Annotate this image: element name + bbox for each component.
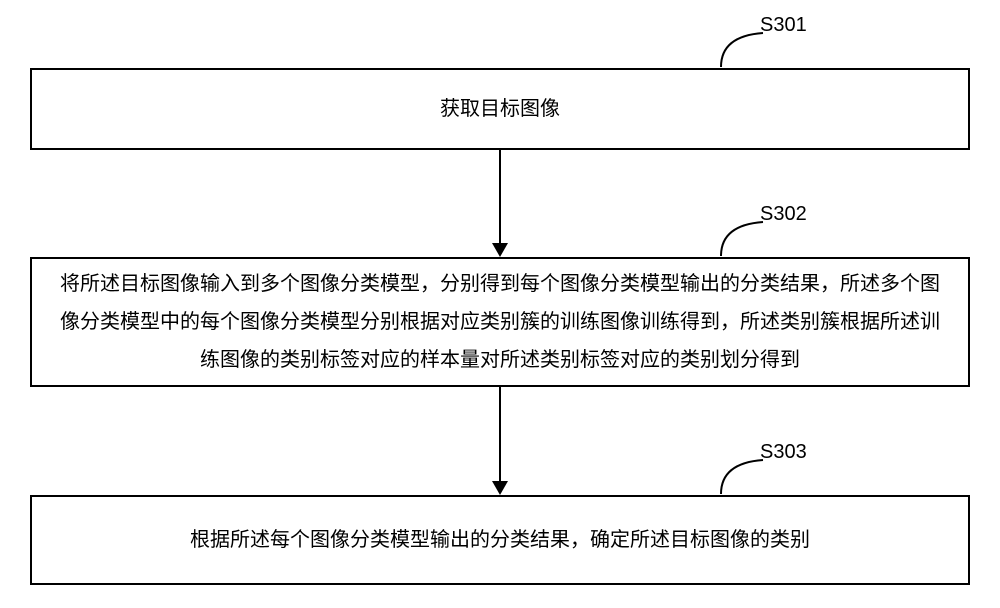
arrow-head-1 (492, 481, 508, 495)
arrow-line-1 (499, 387, 501, 481)
step-label-S303: S303 (760, 441, 807, 464)
step-box-S302: 将所述目标图像输入到多个图像分类模型，分别得到每个图像分类模型输出的分类结果，所… (30, 257, 970, 387)
step-label-S302: S302 (760, 203, 807, 226)
step-box-S301: 获取目标图像 (30, 68, 970, 150)
arrow-line-0 (499, 150, 501, 243)
step-text-S301: 获取目标图像 (440, 90, 560, 128)
arrow-head-0 (492, 243, 508, 257)
callout-curve-S303 (720, 459, 764, 495)
callout-curve-S302 (720, 221, 764, 257)
callout-curve-S301 (720, 32, 764, 68)
step-text-S303: 根据所述每个图像分类模型输出的分类结果，确定所述目标图像的类别 (190, 521, 810, 559)
step-label-S301: S301 (760, 14, 807, 37)
step-box-S303: 根据所述每个图像分类模型输出的分类结果，确定所述目标图像的类别 (30, 495, 970, 585)
step-text-S302: 将所述目标图像输入到多个图像分类模型，分别得到每个图像分类模型输出的分类结果，所… (52, 265, 948, 379)
